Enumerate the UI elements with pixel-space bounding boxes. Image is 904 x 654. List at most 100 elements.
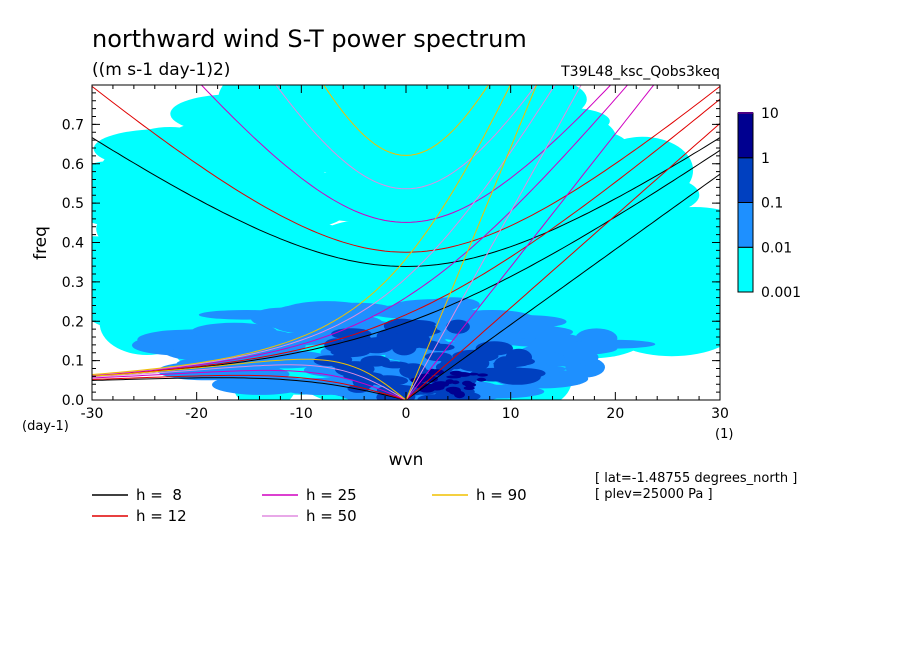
power-patch [413, 382, 430, 389]
y-axis-title: freq [31, 226, 51, 260]
colorbar-swatch [737, 246, 754, 293]
mrg-curve [92, 98, 720, 377]
power-patch [113, 127, 227, 196]
y-tick-label: 0.4 [62, 236, 84, 252]
power-patch [446, 375, 462, 379]
x-tick-label: -30 [81, 406, 104, 422]
kelvin-curve [405, 85, 655, 400]
power-patch [448, 258, 505, 291]
power-patch [452, 349, 499, 363]
x-unit-label: (1) [715, 427, 733, 442]
power-patch [425, 343, 455, 351]
y-tick-label: 0.1 [62, 354, 84, 370]
colorbar-label: 0.1 [761, 196, 783, 212]
legend-label: h = 12 [136, 507, 187, 525]
power-patch [410, 184, 551, 248]
mrg-curve [92, 85, 511, 375]
y-tick-label: 0.7 [62, 117, 84, 133]
power-patch [484, 315, 567, 329]
power-patch [208, 117, 264, 147]
x-axis-title: wvn [389, 450, 424, 470]
x-tick-label: 20 [606, 406, 624, 422]
colorbar-swatch [737, 202, 754, 248]
power-patch [570, 339, 656, 349]
power-patch [191, 322, 277, 340]
mrg-curve [92, 85, 556, 376]
y-tick-label: 0.0 [62, 393, 84, 409]
dataset-label: T39L48_ksc_Qobs3keq [560, 64, 720, 80]
pressure-note: [ plev=25000 Pa ] [595, 487, 713, 502]
power-patch [272, 304, 334, 326]
legend-label: h = 8 [136, 486, 182, 504]
colorbar-label: 0.001 [761, 285, 801, 301]
legend-label: h = 90 [476, 486, 527, 504]
dispersion-curves [92, 85, 720, 400]
kelvin-curve [405, 85, 538, 400]
x-tick-label: 30 [711, 406, 729, 422]
power-patch [383, 318, 420, 334]
inertia-gravity-curve [200, 85, 612, 223]
power-patch [445, 386, 461, 393]
power-patch [607, 175, 700, 215]
y-tick-label: 0.5 [62, 196, 84, 212]
power-patch [464, 382, 477, 388]
power-patch [226, 363, 282, 382]
power-patch [467, 372, 479, 376]
kelvin-curve [405, 173, 720, 400]
mrg-curve [92, 85, 629, 376]
rossby-curve [92, 377, 407, 400]
power-patch [463, 386, 475, 390]
inertia-gravity-curve [92, 86, 720, 253]
power-patch [329, 354, 348, 368]
inertia-gravity-curve [323, 85, 489, 156]
power-patch [454, 391, 465, 399]
power-patch [317, 151, 433, 179]
colorbar-swatch [737, 112, 754, 159]
power-patch [428, 368, 436, 376]
power-patch [476, 377, 487, 382]
power-patch [455, 372, 471, 377]
power-patch [360, 336, 404, 349]
power-patch [92, 274, 188, 310]
colorbar-label: 10 [761, 106, 779, 122]
x-tick-label: -20 [185, 406, 208, 422]
power-patch [605, 276, 701, 321]
power-patch [402, 85, 523, 146]
power-patch [477, 373, 488, 377]
kelvin-curve [405, 85, 582, 400]
y-tick-label: 0.2 [62, 314, 84, 330]
y-unit-label: (day-1) [22, 419, 69, 434]
power-patch [360, 355, 390, 367]
inertia-gravity-curve [92, 137, 720, 268]
x-tick-label: 10 [502, 406, 520, 422]
power-patch [506, 357, 535, 366]
power-patch [446, 319, 470, 334]
x-tick-label: 0 [402, 406, 411, 422]
power-patch [99, 189, 192, 250]
kelvin-curve [405, 123, 720, 400]
chart-units: ((m s-1 day-1)2) [92, 60, 230, 80]
colorbar-label: 1 [761, 151, 770, 167]
legend: h = 8 h = 12 h = 25 h = 50 h = 90 [92, 486, 527, 525]
latitude-note: [ lat=-1.48755 degrees_north ] [595, 471, 797, 486]
axis-ticks: -30 -20 -10 0 10 20 30 0.0 0.1 0.2 0.3 0.4 0.5 0.6 0.7 [62, 85, 729, 422]
x-tick-label: -10 [290, 406, 313, 422]
y-tick-label: 0.6 [62, 157, 84, 173]
power-patch [293, 176, 423, 222]
rossby-curve [92, 374, 407, 400]
colorbar-label: 0.01 [761, 240, 792, 256]
power-patch [569, 224, 685, 263]
legend-label: h = 25 [306, 486, 357, 504]
colorbar-top-cap [738, 112, 753, 114]
colorbar: 0.001 0.01 0.1 1 10 [737, 106, 801, 301]
rossby-curve [92, 369, 407, 400]
chart-title: northward wind S-T power spectrum [92, 25, 527, 53]
power-patch [233, 206, 295, 273]
power-patch [135, 248, 231, 278]
rossby-curve [92, 364, 407, 400]
legend-label: h = 50 [306, 507, 357, 525]
y-tick-label: 0.3 [62, 275, 84, 291]
rossby-curve [92, 358, 407, 400]
power-shading [92, 85, 720, 400]
